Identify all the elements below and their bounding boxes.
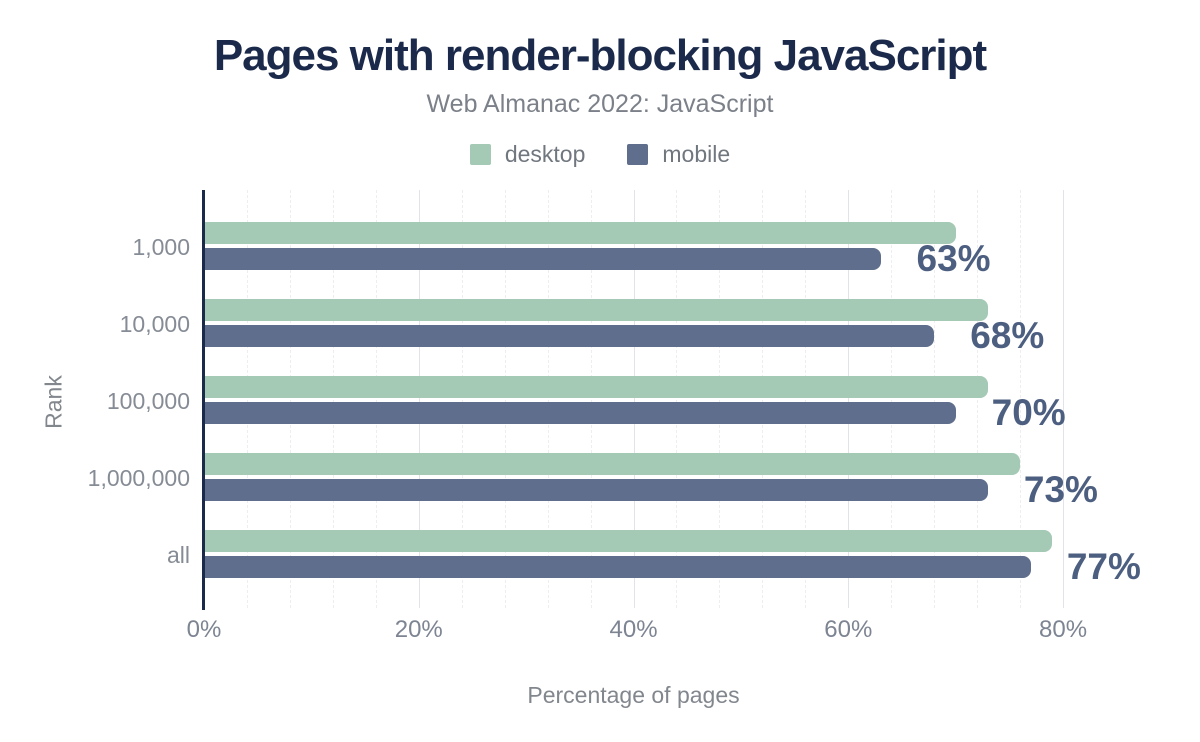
y-axis-line [202,190,205,610]
minor-gridline [461,190,463,608]
y-axis-label: 1,000 [132,233,190,260]
bar-value-label: 73% [1023,469,1098,510]
chart-subtitle: Web Almanac 2022: JavaScript [426,90,774,118]
major-gridline [848,190,850,608]
legend: desktop mobile [0,141,1200,168]
chart-title: Pages with render-blocking JavaScript [213,31,987,80]
major-gridline [418,190,420,608]
x-axis-tick-label: 20% [394,616,443,643]
minor-gridline [676,190,678,608]
minor-gridline [1020,190,1022,608]
plot-area: 63% 68% 70% 73% 77% [204,190,1141,608]
x-axis-tick-label: 60% [824,616,873,643]
minor-gridline [289,190,291,608]
minor-gridline [547,190,549,608]
legend-item-mobile: mobile [627,141,730,168]
bar-value-label: 68% [970,315,1045,356]
x-axis-title: Percentage of pages [527,682,740,708]
minor-gridline [590,190,592,608]
x-axis-tick-label: 0% [186,616,222,643]
y-axis-label: 10,000 [119,310,190,337]
bar-mobile [204,479,988,501]
minor-gridline [891,190,893,608]
legend-item-desktop: desktop [469,141,586,168]
bar-group-100,000: 70% [204,376,1106,433]
x-axis-tick-label: 40% [609,616,658,643]
bar-mobile [204,402,956,424]
minor-gridline [246,190,248,608]
bar-value-label: 77% [1066,546,1141,587]
legend-label: mobile [662,141,731,167]
minor-gridline [719,190,721,608]
bar-mobile [204,248,881,270]
bar-value-label: 70% [991,392,1066,433]
bar-desktop [204,376,988,398]
y-axis-label: 100,000 [106,387,190,414]
minor-gridline [375,190,377,608]
minor-gridline [977,190,979,608]
bar-desktop [204,530,1053,552]
bar-group-1,000: 63% [204,222,1106,279]
bar-group-10,000: 68% [204,299,1106,356]
y-axis-title: Rank [40,375,67,429]
legend-swatch-desktop [469,144,491,165]
minor-gridline [762,190,764,608]
minor-gridline [332,190,334,608]
legend-swatch-mobile [627,144,649,165]
y-axis-label: all [166,541,190,568]
bar-group-all: 77% [204,530,1141,587]
x-axis-tick-label: 80% [1039,616,1088,643]
minor-gridline [934,190,936,608]
bar-group-1,000,000: 73% [204,453,1106,510]
bar-desktop [204,222,956,244]
bar-mobile [204,556,1031,578]
y-axis-label: 1,000,000 [87,464,190,491]
minor-gridline [504,190,506,608]
bar-desktop [204,453,1021,475]
major-gridline [1063,190,1065,608]
minor-gridline [805,190,807,608]
bar-value-label: 63% [916,238,991,279]
bar-mobile [204,325,935,347]
bar-desktop [204,299,988,321]
legend-label: desktop [504,141,586,167]
major-gridline [633,190,635,608]
